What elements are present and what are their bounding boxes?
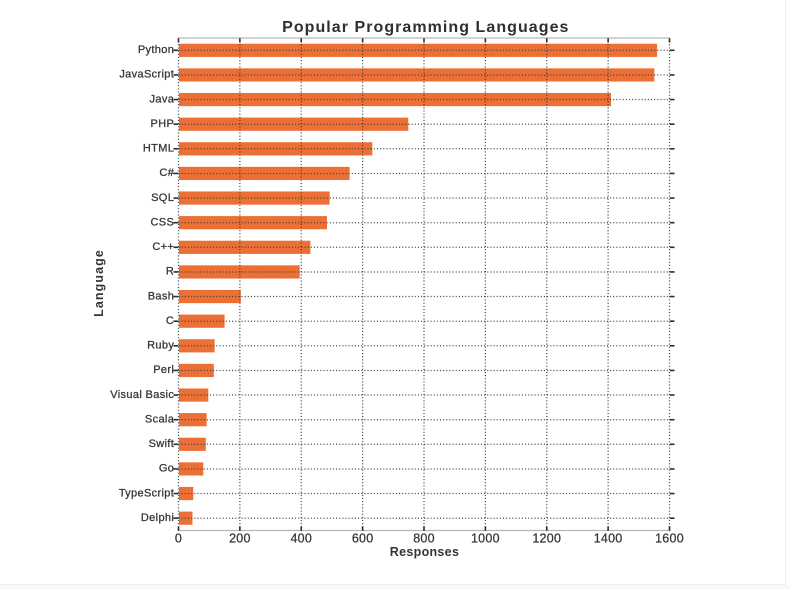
svg-text:Responses: Responses [390, 545, 459, 559]
svg-text:Bash: Bash [148, 290, 174, 302]
svg-text:Perl: Perl [153, 364, 174, 376]
svg-text:Ruby: Ruby [147, 340, 174, 352]
svg-text:Popular Programming Languages: Popular Programming Languages [282, 19, 569, 36]
svg-text:Swift: Swift [149, 438, 175, 450]
svg-text:C++: C++ [152, 241, 174, 253]
svg-text:C: C [166, 315, 174, 327]
svg-text:400: 400 [290, 532, 312, 546]
svg-text:R: R [166, 266, 174, 278]
svg-text:JavaScript: JavaScript [119, 69, 174, 81]
svg-text:C#: C# [159, 167, 174, 179]
svg-text:1400: 1400 [594, 532, 623, 546]
svg-text:PHP: PHP [151, 118, 175, 130]
svg-text:CSS: CSS [151, 216, 175, 228]
svg-text:1600: 1600 [655, 532, 684, 546]
svg-text:0: 0 [175, 532, 182, 546]
svg-text:800: 800 [413, 532, 435, 546]
svg-text:Go: Go [159, 463, 174, 475]
svg-text:Visual Basic: Visual Basic [110, 389, 174, 401]
svg-text:Java: Java [150, 93, 175, 105]
svg-text:Language: Language [92, 249, 106, 317]
svg-text:TypeScript: TypeScript [119, 487, 174, 499]
svg-text:600: 600 [352, 532, 374, 546]
svg-text:Python: Python [138, 44, 174, 56]
svg-text:1200: 1200 [532, 532, 561, 546]
svg-text:1000: 1000 [471, 532, 500, 546]
svg-text:200: 200 [229, 532, 251, 546]
svg-text:Scala: Scala [145, 413, 175, 425]
svg-text:Delphi: Delphi [141, 512, 174, 524]
svg-text:HTML: HTML [143, 143, 174, 155]
svg-text:SQL: SQL [151, 192, 174, 204]
